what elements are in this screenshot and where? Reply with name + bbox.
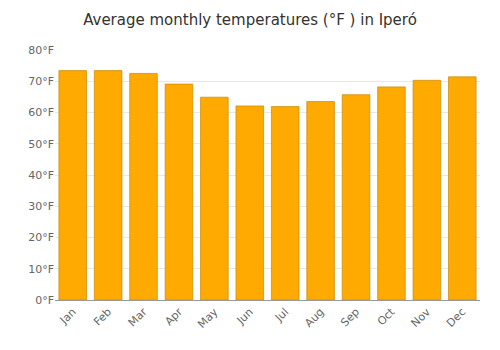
svg-text:40°F: 40°F bbox=[28, 169, 54, 182]
svg-text:70°F: 70°F bbox=[28, 75, 54, 88]
svg-text:Aug: Aug bbox=[302, 306, 326, 330]
svg-text:Average monthly temperatures (: Average monthly temperatures (°F ) in Ip… bbox=[83, 11, 417, 29]
svg-text:Nov: Nov bbox=[409, 305, 434, 330]
svg-text:Apr: Apr bbox=[162, 305, 185, 328]
svg-text:Jun: Jun bbox=[234, 305, 256, 327]
svg-text:Oct: Oct bbox=[375, 305, 398, 328]
svg-text:80°F: 80°F bbox=[28, 44, 54, 57]
svg-text:Mar: Mar bbox=[126, 305, 150, 329]
svg-text:May: May bbox=[195, 305, 221, 331]
svg-text:Dec: Dec bbox=[444, 306, 468, 330]
svg-text:60°F: 60°F bbox=[28, 106, 54, 119]
svg-text:Jul: Jul bbox=[272, 306, 291, 325]
svg-text:0°F: 0°F bbox=[35, 294, 54, 307]
svg-text:Jan: Jan bbox=[57, 306, 79, 328]
svg-text:50°F: 50°F bbox=[28, 138, 54, 151]
svg-text:Sep: Sep bbox=[338, 306, 362, 330]
svg-text:20°F: 20°F bbox=[28, 231, 54, 244]
svg-text:Feb: Feb bbox=[91, 306, 114, 329]
svg-text:30°F: 30°F bbox=[28, 200, 54, 213]
svg-text:10°F: 10°F bbox=[28, 263, 54, 276]
